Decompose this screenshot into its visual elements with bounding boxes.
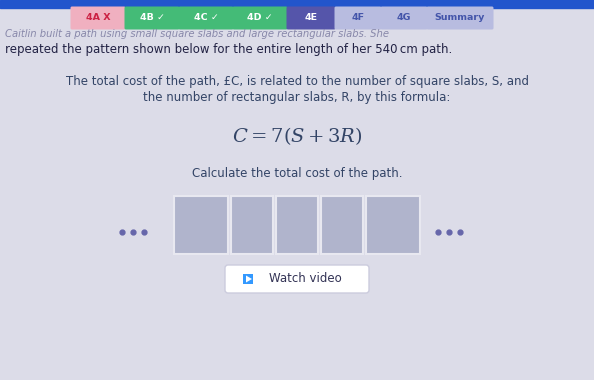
Bar bbox=[174, 196, 228, 254]
Text: 4B ✓: 4B ✓ bbox=[140, 14, 165, 22]
Text: Calculate the total cost of the path.: Calculate the total cost of the path. bbox=[192, 168, 402, 180]
Text: Watch video: Watch video bbox=[268, 272, 342, 285]
FancyBboxPatch shape bbox=[232, 6, 287, 30]
Polygon shape bbox=[246, 276, 252, 282]
FancyBboxPatch shape bbox=[125, 6, 179, 30]
Text: 4E: 4E bbox=[305, 14, 318, 22]
Text: 4G: 4G bbox=[397, 14, 411, 22]
Text: 4C ✓: 4C ✓ bbox=[194, 14, 219, 22]
Bar bbox=[0, 0, 594, 8]
Text: Caitlin built a path using small square slabs and large rectangular slabs. She: Caitlin built a path using small square … bbox=[5, 29, 389, 39]
Text: $C = 7(S + 3R)$: $C = 7(S + 3R)$ bbox=[232, 125, 362, 147]
Bar bbox=[243, 274, 253, 284]
Text: 4A X: 4A X bbox=[86, 14, 110, 22]
Text: repeated the pattern shown below for the entire length of her 540 cm path.: repeated the pattern shown below for the… bbox=[5, 43, 452, 57]
FancyBboxPatch shape bbox=[426, 6, 494, 30]
Text: the number of rectangular slabs, R, by this formula:: the number of rectangular slabs, R, by t… bbox=[143, 92, 451, 105]
Text: 4F: 4F bbox=[352, 14, 365, 22]
FancyBboxPatch shape bbox=[381, 6, 428, 30]
Bar bbox=[231, 196, 273, 254]
Bar bbox=[321, 196, 363, 254]
Bar bbox=[366, 196, 420, 254]
FancyBboxPatch shape bbox=[179, 6, 233, 30]
FancyBboxPatch shape bbox=[71, 6, 125, 30]
Bar bbox=[276, 196, 318, 254]
Text: Summary: Summary bbox=[435, 14, 485, 22]
Text: The total cost of the path, £C, is related to the number of square slabs, S, and: The total cost of the path, £C, is relat… bbox=[65, 76, 529, 89]
FancyBboxPatch shape bbox=[286, 6, 336, 30]
FancyBboxPatch shape bbox=[334, 6, 381, 30]
Text: 4D ✓: 4D ✓ bbox=[247, 14, 273, 22]
FancyBboxPatch shape bbox=[225, 265, 369, 293]
